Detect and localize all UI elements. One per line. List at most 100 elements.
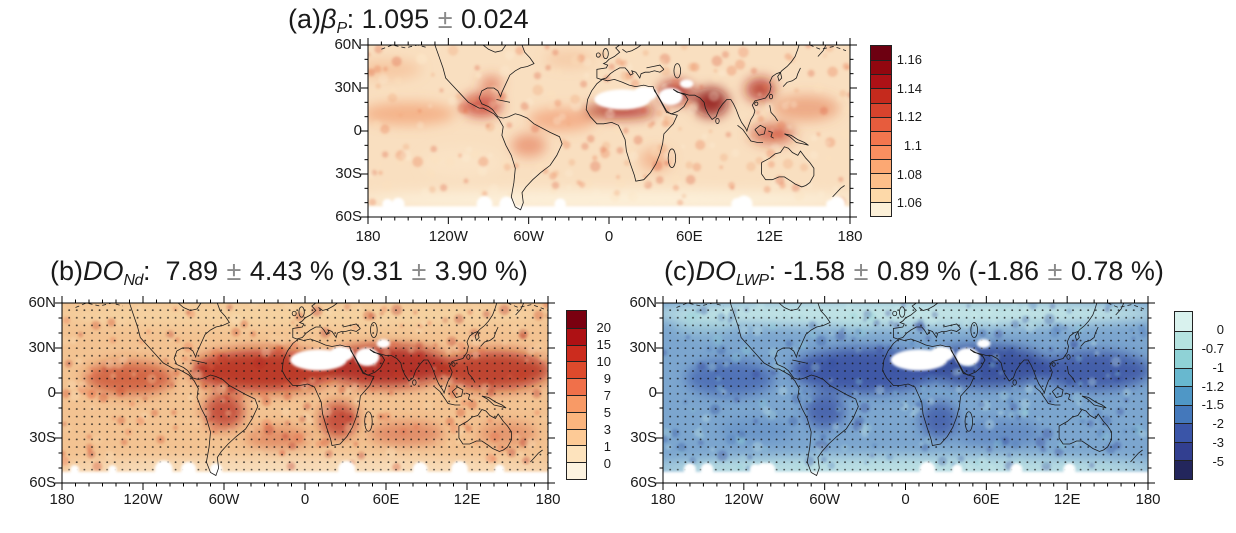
colorbar-tick-label: -0.7 [1201,341,1224,357]
colorbar-tick-label: 3 [603,421,611,437]
title-segment: 3.90 %) [427,256,528,286]
y-axis-tick-label: 0 [648,384,657,401]
title-segment: DO [695,256,736,286]
x-axis-tick-label: 60W [208,491,240,508]
x-axis-tick-label: 0 [300,491,310,508]
y-axis-tick-label: 30S [335,165,362,182]
y-axis-tick-label: 30S [630,429,657,446]
x-axis-tick-label: 60E [372,491,400,508]
title-segment: 0.78 %) [1063,256,1164,286]
colorbar-tick-label: 7 [603,387,611,403]
axes-frame-c [656,296,1155,490]
colorbar-segment [871,145,891,160]
x-axis-tick-label: 12E [453,491,481,508]
x-axis-tick-label: 180 [49,491,75,508]
colorbar-segment [567,411,586,429]
colorbar-segment [871,74,891,89]
colorbar-segment [567,344,586,362]
colorbar-segment [871,201,891,216]
coastlines-a [381,45,847,211]
colorbar-tick-label: -1 [1212,359,1224,375]
title-segment: : 1.095 [346,4,437,34]
colorbar-segment [567,327,586,345]
colorbar-tick-label: 1 [603,438,611,454]
y-axis-tick-label: 30N [28,339,56,356]
colorbar-segment [1175,386,1192,405]
x-axis-tick-label: 120W [428,228,468,245]
coastlines-b [75,303,545,477]
colorbar-segment [567,361,586,379]
x-axis-tick-label: 180 [837,228,863,245]
title-segment: (b) [50,256,83,286]
colorbar-segment [871,102,891,117]
colorbar-tick-label: 1.14 [896,80,922,96]
x-axis-tick-label: 60W [513,228,545,245]
colorbar-segment [1175,349,1192,368]
title-segment: ± [853,256,869,286]
title-segment: P [336,20,347,37]
axes-frame-b [55,296,555,490]
title-segment: 0.024 [453,4,529,34]
x-axis-tick-label: 120W [724,491,764,508]
x-axis-tick-label: 0 [604,228,614,245]
colorbar-tick-label: 1.12 [896,109,922,125]
x-axis-tick-label: 12E [1053,491,1081,508]
y-axis-tick-label: 0 [353,122,362,139]
x-axis-tick-label: 60E [972,491,1000,508]
panel-a-title: (a)βP: 1.095 ± 0.024 [288,4,529,38]
colorbar-segment [871,130,891,146]
axes-frame-a [361,38,857,224]
colorbar-segment [567,428,586,446]
title-segment: 0.89 % ( [869,256,978,286]
title-segment: (c) [664,256,696,286]
title-segment: β [321,4,337,34]
title-segment: -1.86 [977,256,1047,286]
title-segment: (a) [288,4,321,34]
colorbar-segment [871,116,891,131]
colorbar-segment [1175,441,1192,461]
y-axis-tick-label: 60S [29,474,56,491]
colorbar-segment [1175,460,1192,479]
colorbar-segment [1175,330,1192,350]
map-b [55,296,555,490]
x-axis-tick-label: 180 [1135,491,1161,508]
x-axis-tick-label: 12E [756,228,783,245]
colorbar-a [870,45,892,217]
y-axis-tick-label: 60S [335,208,362,225]
title-segment: ± [226,256,242,286]
colorbar-tick-label: 1.06 [896,195,922,211]
colorbar-tick-label: 0 [603,455,611,471]
colorbar-segment [871,88,891,103]
colorbar-segment [1175,404,1192,424]
title-segment: : 7.89 [142,256,226,286]
map-c [656,296,1155,490]
title-segment: Nd [123,272,144,289]
stipple-dots-b [62,303,548,471]
y-axis-tick-label: 30N [334,79,362,96]
colorbar-tick-label: -1.2 [1201,378,1224,394]
colorbar-segment [567,311,586,328]
y-axis-tick-label: 30S [29,429,56,446]
title-segment: 4.43 % ( [242,256,351,286]
colorbar-segment [871,46,891,61]
y-axis-tick-label: 60N [334,36,362,53]
x-axis-tick-label: 180 [650,491,676,508]
colorbar-segment [1175,423,1192,442]
y-axis-tick-label: 60N [28,294,56,311]
colorbar-tick-label: 1.16 [896,51,922,67]
title-segment: LWP [735,272,769,289]
title-segment: DO [83,256,124,286]
colorbar-segment [1175,312,1192,331]
title-segment: ± [411,256,427,286]
colorbar-segment [567,462,586,479]
colorbar-tick-label: 5 [603,404,611,420]
colorbar-tick-label: 10 [596,353,611,369]
x-axis-tick-label: 180 [355,228,381,245]
panel-c-title: (c)DOLWP: -1.58 ± 0.89 % (-1.86 ± 0.78 %… [664,256,1164,290]
y-axis-tick-label: 0 [47,384,56,401]
title-segment: : -1.58 [768,256,853,286]
colorbar-tick-label: 9 [603,370,611,386]
